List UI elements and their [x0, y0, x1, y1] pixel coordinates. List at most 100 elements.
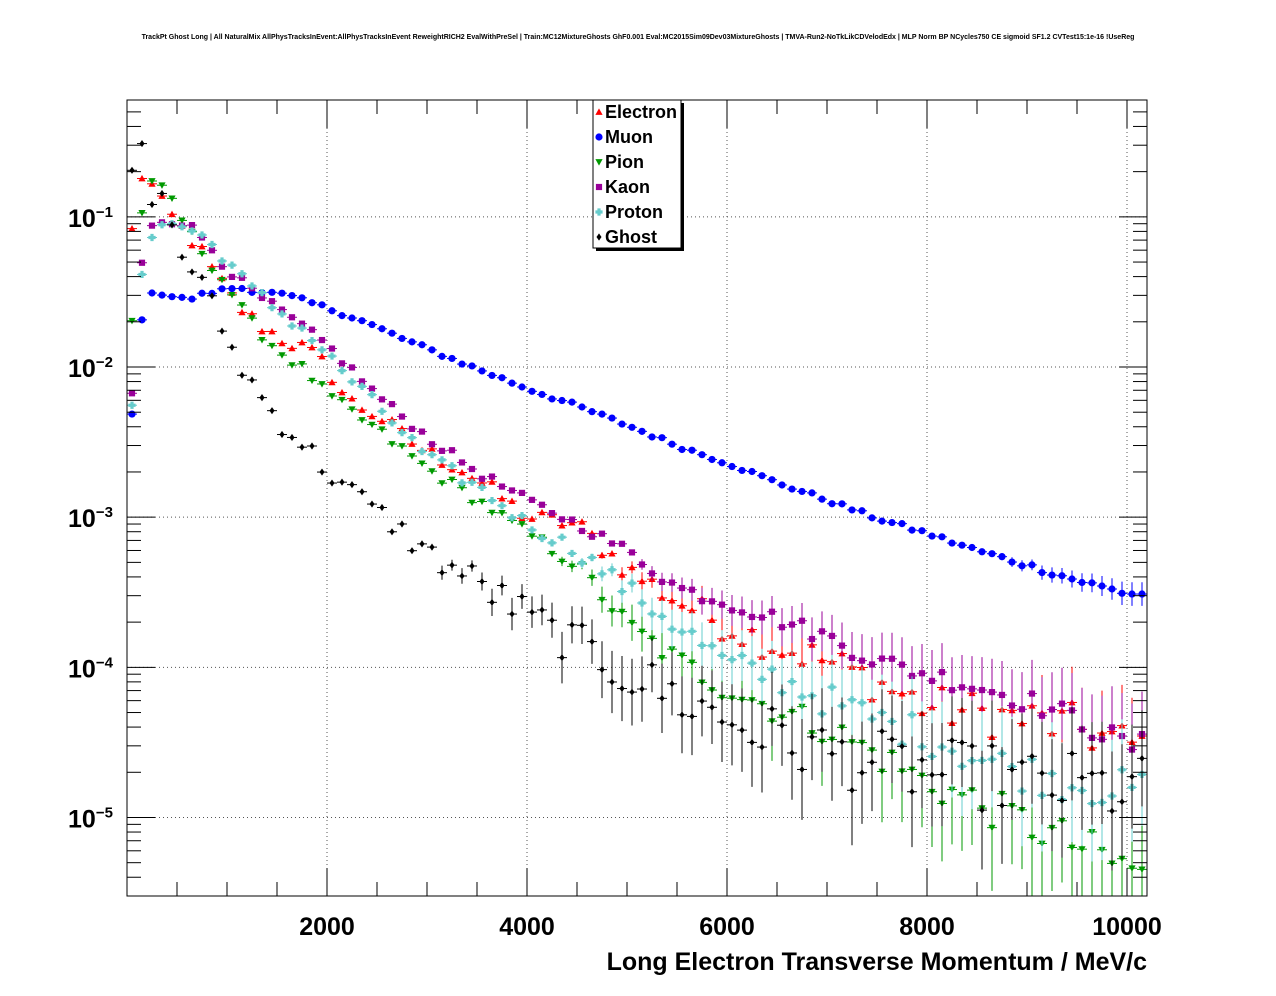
data-point: [588, 408, 596, 416]
data-point: [858, 657, 866, 664]
data-point: [128, 317, 136, 325]
data-point: [479, 577, 485, 586]
data-point: [428, 445, 436, 452]
data-point: [398, 334, 406, 343]
data-point: [668, 646, 676, 653]
data-point: [849, 786, 855, 794]
data-point: [828, 500, 836, 508]
data-point: [999, 801, 1005, 810]
data-point: [458, 479, 466, 487]
data-point: [979, 806, 985, 814]
data-point: [538, 534, 546, 543]
data-point: [598, 596, 606, 604]
series-layer: [127, 139, 1147, 896]
data-point: [1078, 846, 1086, 853]
data-point: [709, 703, 715, 711]
data-point: [1098, 582, 1106, 590]
data-point: [508, 497, 516, 504]
data-point: [308, 343, 316, 351]
data-point: [978, 686, 986, 694]
data-point: [488, 496, 496, 505]
y-tick-label: 10−4: [68, 654, 114, 683]
data-point: [368, 320, 376, 329]
data-point: [698, 451, 706, 459]
data-point: [168, 195, 176, 202]
data-point: [698, 641, 706, 650]
data-point: [708, 642, 716, 650]
data-point: [138, 174, 146, 182]
data-point: [638, 599, 646, 607]
data-point: [418, 341, 426, 349]
data-point: [708, 455, 716, 464]
data-point: [1089, 769, 1095, 777]
data-point: [378, 407, 386, 415]
data-point: [228, 261, 236, 269]
data-point: [808, 489, 816, 497]
data-point: [839, 738, 845, 746]
data-point: [688, 446, 696, 454]
data-point: [498, 502, 506, 510]
data-point: [428, 346, 436, 354]
series-proton: [127, 220, 1147, 862]
data-point: [588, 553, 596, 562]
data-point: [728, 607, 736, 614]
data-point: [308, 336, 316, 345]
data-point: [1108, 724, 1116, 731]
data-point: [328, 307, 336, 315]
x-tick-label: 4000: [499, 913, 555, 941]
data-point: [548, 550, 556, 558]
data-point: [298, 294, 306, 302]
data-point: [658, 434, 666, 442]
data-point: [198, 231, 206, 239]
data-point: [1128, 590, 1136, 598]
data-point: [178, 217, 186, 225]
data-point: [248, 315, 256, 322]
data-point: [508, 487, 516, 494]
data-point: [399, 520, 405, 528]
data-point: [199, 273, 205, 281]
data-point: [958, 684, 966, 691]
data-point: [519, 592, 525, 601]
data-point: [959, 738, 965, 747]
data-point: [928, 677, 936, 684]
data-point: [548, 510, 556, 517]
data-point: [418, 447, 426, 456]
data-point: [209, 292, 215, 300]
data-point: [668, 625, 676, 633]
data-point: [488, 473, 496, 480]
data-point: [198, 242, 206, 250]
data-point: [558, 533, 566, 541]
data-point: [138, 259, 146, 266]
data-point: [578, 403, 586, 411]
y-tick-label: 10−2: [68, 354, 113, 383]
data-point: [1069, 749, 1075, 758]
data-point: [298, 361, 306, 368]
data-point: [1068, 844, 1076, 852]
data-point: [438, 480, 446, 487]
data-point: [649, 661, 655, 669]
data-point: [618, 540, 626, 547]
data-point: [1138, 590, 1146, 598]
data-point: [378, 417, 386, 425]
data-point: [988, 689, 996, 696]
legend-label: Electron: [605, 102, 677, 122]
data-point: [168, 210, 176, 218]
data-point: [1058, 700, 1066, 707]
data-point: [578, 559, 586, 567]
data-point: [829, 750, 835, 758]
data-point: [608, 566, 616, 574]
data-point: [858, 507, 866, 515]
data-point: [869, 758, 875, 766]
data-point: [568, 516, 576, 523]
data-point: [848, 506, 856, 514]
data-point: [408, 434, 416, 442]
data-point: [798, 487, 806, 496]
x-tick-label: 6000: [699, 913, 755, 941]
data-point: [458, 484, 466, 492]
data-point: [398, 413, 406, 420]
data-point: [379, 503, 385, 512]
data-point: [188, 241, 196, 249]
data-point: [1038, 569, 1046, 577]
data-point: [448, 466, 456, 473]
data-point: [148, 178, 156, 185]
